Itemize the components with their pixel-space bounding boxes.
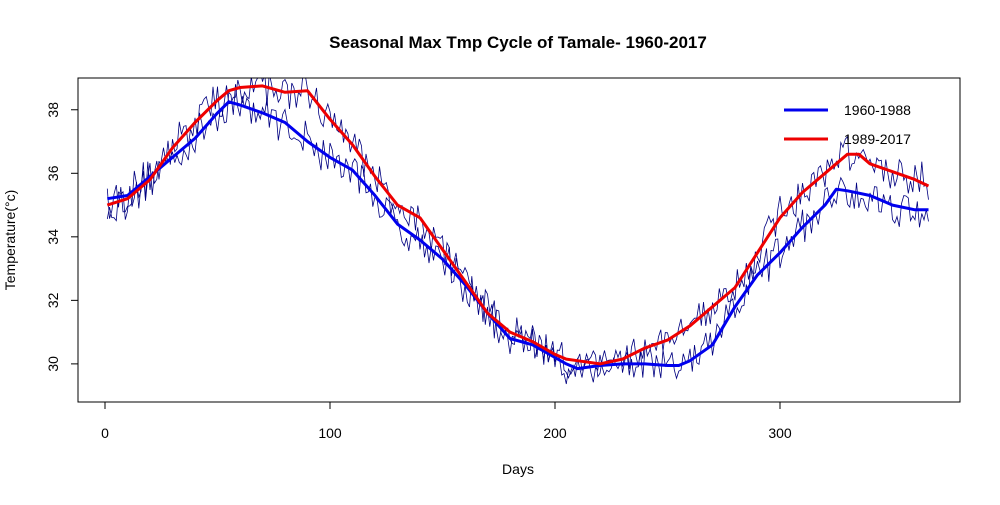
x-axis: 0 100 200 300 [101,401,792,441]
x-tick-label: 0 [101,425,109,441]
series-line-1 [107,100,929,371]
series-line-2 [106,84,930,366]
legend: 1960-1988 1989-2017 [784,102,911,147]
x-axis-label: Days [502,461,534,477]
legend-label-2: 1989-2017 [844,131,911,147]
y-axis: 30 32 34 36 38 [45,102,79,372]
y-tick-label: 38 [45,102,61,118]
legend-label-1: 1960-1988 [844,102,911,118]
plot-frame [77,77,961,403]
x-tick-label: 300 [768,425,792,441]
y-tick-label: 32 [45,292,61,308]
y-tick-label: 36 [45,165,61,181]
y-axis-label: Temperature(°c) [2,190,18,291]
series-lines-layer [106,84,930,371]
y-tick-label: 34 [45,229,61,245]
daily-trace-2 [106,78,929,380]
chart-title: Seasonal Max Tmp Cycle of Tamale- 1960-2… [329,33,707,52]
x-tick-label: 200 [543,425,567,441]
daily-trace-1 [106,84,929,385]
x-tick-label: 100 [318,425,342,441]
y-tick-label: 30 [45,356,61,372]
